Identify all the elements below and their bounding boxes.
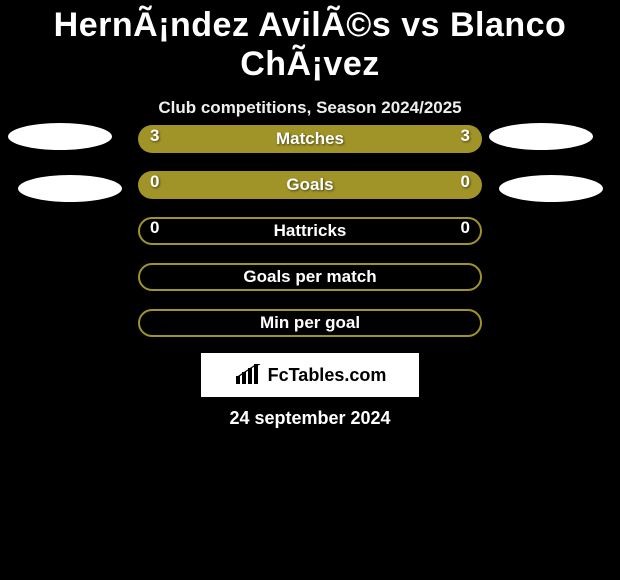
stat-pill: Goals — [138, 171, 482, 199]
stat-label: Goals per match — [243, 267, 376, 287]
stat-pill: Goals per match — [138, 263, 482, 291]
stat-row: Min per goal — [0, 304, 620, 350]
generation-date: 24 september 2024 — [0, 408, 620, 429]
stat-pill: Min per goal — [138, 309, 482, 337]
comparison-card: HernÃ¡ndez AvilÃ©s vs Blanco ChÃ¡vez Clu… — [0, 0, 620, 580]
stat-label: Matches — [276, 129, 344, 149]
stat-row: Hattricks 0 0 — [0, 212, 620, 258]
logo-text: FcTables.com — [268, 365, 387, 386]
stat-value-right: 0 — [461, 218, 470, 238]
stat-value-right: 0 — [461, 172, 470, 192]
bar-icon — [234, 364, 262, 386]
stat-value-left: 0 — [150, 172, 159, 192]
stat-label: Goals — [286, 175, 333, 195]
stat-value-left: 0 — [150, 218, 159, 238]
stat-value-right: 3 — [461, 126, 470, 146]
page-title: HernÃ¡ndez AvilÃ©s vs Blanco ChÃ¡vez — [0, 0, 620, 84]
stat-row: Matches 3 3 — [0, 120, 620, 166]
stat-pill: Hattricks — [138, 217, 482, 245]
stat-label: Hattricks — [274, 221, 347, 241]
stat-rows: Matches 3 3 Goals 0 0 Hattricks 0 0 Goals per mat… — [0, 120, 620, 350]
stat-value-left: 3 — [150, 126, 159, 146]
fctables-logo[interactable]: FcTables.com — [201, 353, 419, 397]
stat-row: Goals 0 0 — [0, 166, 620, 212]
stat-label: Min per goal — [260, 313, 360, 333]
stat-pill: Matches — [138, 125, 482, 153]
stat-row: Goals per match — [0, 258, 620, 304]
subtitle: Club competitions, Season 2024/2025 — [0, 98, 620, 118]
